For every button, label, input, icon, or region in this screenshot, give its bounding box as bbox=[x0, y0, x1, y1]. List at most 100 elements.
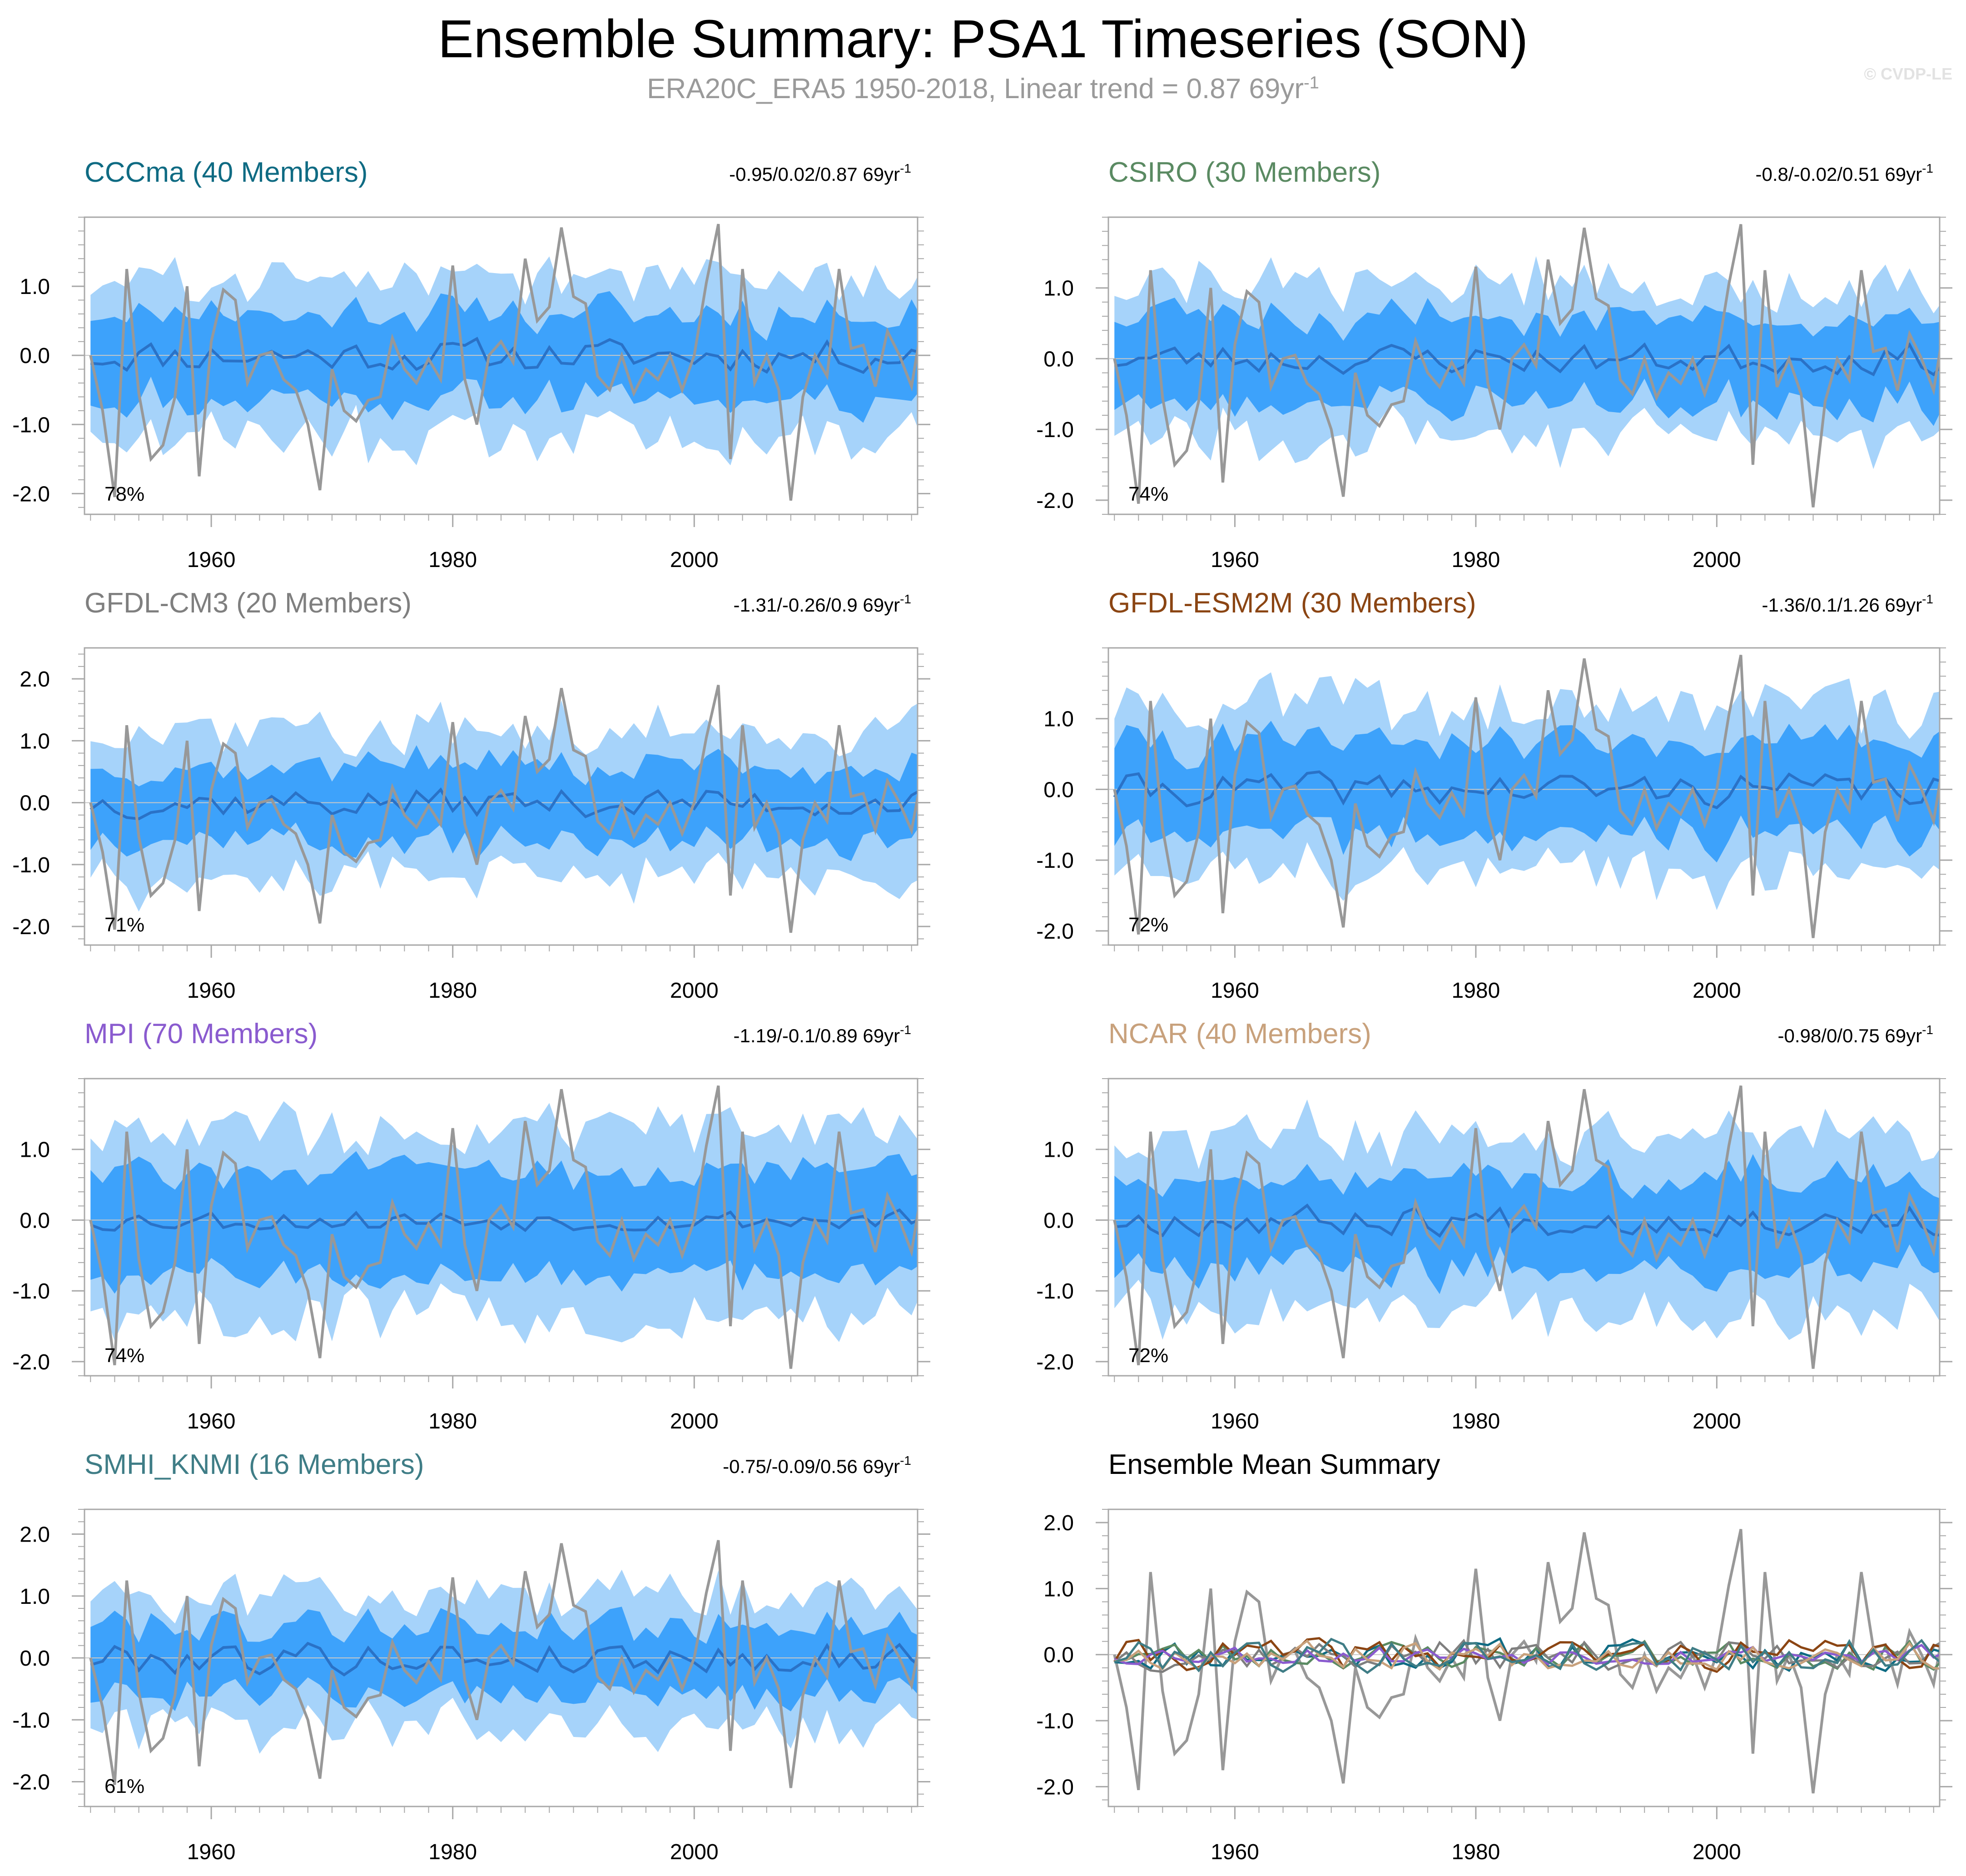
y-tick-label: -1.0 bbox=[1036, 849, 1074, 873]
panel-trend-stats: -0.98/0/0.75 69yr-1 bbox=[1778, 1023, 1933, 1046]
trend-stats-text: -0.95/0.02/0.87 69yr bbox=[729, 164, 900, 185]
trend-stats-superscript: -1 bbox=[900, 1453, 911, 1468]
observed-line bbox=[89, 1540, 918, 1788]
y-tick-label: 0.0 bbox=[20, 791, 50, 816]
panel-data bbox=[1108, 224, 1940, 508]
y-tick-label: -2.0 bbox=[1036, 1350, 1074, 1374]
ensemble-mean-line bbox=[1114, 342, 1940, 377]
trend-stats-text: -0.98/0/0.75 69yr bbox=[1778, 1025, 1922, 1046]
x-tick-label: 2000 bbox=[670, 548, 719, 572]
y-tick-label: 1.0 bbox=[1043, 1577, 1074, 1601]
y-tick-label: -1.0 bbox=[12, 413, 50, 437]
panel-percent-label: 61% bbox=[104, 1775, 144, 1797]
panel-percent-label: 78% bbox=[104, 483, 144, 505]
y-tick-label: 0.0 bbox=[1043, 1643, 1074, 1667]
trend-stats-superscript: -1 bbox=[1922, 161, 1933, 175]
x-tick-label: 2000 bbox=[1693, 1840, 1741, 1864]
trend-stats-superscript: -1 bbox=[900, 592, 911, 606]
ensemble-mean-line-gfdl-esm2m bbox=[1113, 1637, 1940, 1673]
x-tick-label: 1960 bbox=[187, 979, 236, 1003]
y-tick-label: -2.0 bbox=[1036, 920, 1074, 944]
y-tick-label: 1.0 bbox=[20, 275, 50, 299]
y-tick-label: 0.0 bbox=[1043, 778, 1074, 802]
observed-line bbox=[1113, 1085, 1940, 1369]
panel-data bbox=[1108, 1085, 1940, 1369]
y-tick-label: 0.0 bbox=[1043, 347, 1074, 371]
x-tick-label: 1980 bbox=[1452, 1409, 1500, 1433]
panel-cccma: CCCma (40 Members) -0.95/0.02/0.87 69yr-1… bbox=[12, 157, 930, 572]
x-tick-label: 2000 bbox=[670, 1840, 719, 1864]
y-tick-label: -2.0 bbox=[12, 915, 50, 939]
panel-ncar: NCAR (40 Members) -0.98/0/0.75 69yr-1 -2.0… bbox=[1036, 1018, 1952, 1433]
y-tick-label: 1.0 bbox=[20, 1585, 50, 1609]
x-tick-label: 1960 bbox=[1211, 548, 1259, 572]
y-tick-label: -1.0 bbox=[1036, 1709, 1074, 1733]
panel-summary: Ensemble Mean Summary -2.0 -1.0 0.0 1.0 2.0 19… bbox=[1036, 1449, 1952, 1864]
panel-data bbox=[1108, 655, 1940, 938]
x-tick-label: 2000 bbox=[670, 979, 719, 1003]
y-tick-label: 1.0 bbox=[1043, 707, 1074, 731]
y-tick-label: 0.0 bbox=[20, 1647, 50, 1671]
panel-percent-label: 74% bbox=[1128, 483, 1168, 505]
panel-percent-label: 74% bbox=[104, 1344, 144, 1367]
panel-title: NCAR (40 Members) bbox=[1108, 1018, 1371, 1050]
trend-stats-text: -0.8/-0.02/0.51 69yr bbox=[1756, 164, 1922, 185]
panel-title: MPI (70 Members) bbox=[84, 1018, 318, 1050]
x-tick-label: 1980 bbox=[428, 1840, 477, 1864]
trend-stats-superscript: -1 bbox=[1922, 592, 1933, 606]
page-title: Ensemble Summary: PSA1 Timeseries (SON) bbox=[438, 9, 1528, 69]
y-tick-label: -1.0 bbox=[12, 1279, 50, 1304]
x-tick-label: 1960 bbox=[187, 1409, 236, 1433]
trend-stats-superscript: -1 bbox=[1922, 1023, 1933, 1037]
y-tick-label: -2.0 bbox=[12, 1771, 50, 1795]
x-tick-label: 1960 bbox=[187, 548, 236, 572]
panel-data bbox=[84, 224, 918, 501]
inner-band-area bbox=[1114, 721, 1940, 863]
observed-line bbox=[1113, 1528, 1940, 1794]
y-tick-label: 1.0 bbox=[20, 729, 50, 753]
observed-line bbox=[89, 685, 918, 933]
subtitle-superscript: -1 bbox=[1304, 73, 1319, 93]
y-tick-label: 0.0 bbox=[20, 344, 50, 368]
panel-trend-stats: -1.31/-0.26/0.9 69yr-1 bbox=[734, 592, 911, 616]
panel-data bbox=[1108, 1528, 1940, 1794]
panel-title: SMHI_KNMI (16 Members) bbox=[84, 1449, 424, 1480]
x-tick-label: 1960 bbox=[1211, 1409, 1259, 1433]
panel-gfdl-cm3: GFDL-CM3 (20 Members) -1.31/-0.26/0.9 69y… bbox=[12, 587, 930, 1003]
y-tick-label: -1.0 bbox=[12, 1708, 50, 1732]
x-tick-label: 1960 bbox=[1211, 1840, 1259, 1864]
panel-trend-stats: -0.8/-0.02/0.51 69yr-1 bbox=[1756, 161, 1933, 185]
panel-title: GFDL-CM3 (20 Members) bbox=[84, 587, 412, 619]
panel-percent-label: 71% bbox=[104, 914, 144, 936]
y-tick-label: -1.0 bbox=[12, 853, 50, 877]
x-tick-label: 1980 bbox=[1452, 979, 1500, 1003]
panel-trend-stats: -0.75/-0.09/0.56 69yr-1 bbox=[723, 1453, 911, 1477]
trend-stats-text: -1.19/-0.1/0.89 69yr bbox=[734, 1025, 900, 1046]
x-tick-label: 1980 bbox=[1452, 548, 1500, 572]
y-tick-label: 1.0 bbox=[1043, 277, 1074, 301]
trend-stats-text: -1.31/-0.26/0.9 69yr bbox=[734, 594, 900, 616]
y-tick-label: 0.0 bbox=[1043, 1209, 1074, 1233]
trend-stats-text: -1.36/0.1/1.26 69yr bbox=[1762, 594, 1922, 616]
panel-data bbox=[84, 685, 918, 933]
panel-data bbox=[84, 1540, 918, 1788]
ensemble-mean-line bbox=[89, 787, 918, 821]
y-tick-label: -2.0 bbox=[12, 482, 50, 506]
ensemble-mean-line-smhi-knmi bbox=[1114, 1637, 1940, 1674]
observed-line bbox=[1113, 655, 1940, 938]
inner-band-area bbox=[90, 1607, 918, 1712]
y-tick-label: 2.0 bbox=[20, 667, 50, 692]
x-tick-label: 1980 bbox=[428, 548, 477, 572]
panel-gfdl-esm2m: GFDL-ESM2M (30 Members) -1.36/0.1/1.26 69… bbox=[1036, 587, 1952, 1003]
y-tick-label: -2.0 bbox=[1036, 489, 1074, 513]
panel-percent-label: 72% bbox=[1128, 914, 1168, 936]
panel-trend-stats: -0.95/0.02/0.87 69yr-1 bbox=[729, 161, 911, 185]
subtitle-text: ERA20C_ERA5 1950-2018, Linear trend = 0.… bbox=[647, 73, 1304, 104]
trend-stats-text: -0.75/-0.09/0.56 69yr bbox=[723, 1456, 900, 1477]
panel-title: Ensemble Mean Summary bbox=[1108, 1449, 1440, 1480]
x-tick-label: 1980 bbox=[428, 979, 477, 1003]
observed-line bbox=[89, 224, 918, 501]
x-tick-label: 2000 bbox=[1693, 548, 1741, 572]
ensemble-mean-line-gfdl-cm3 bbox=[1113, 1638, 1940, 1673]
panel-data bbox=[84, 1085, 918, 1369]
